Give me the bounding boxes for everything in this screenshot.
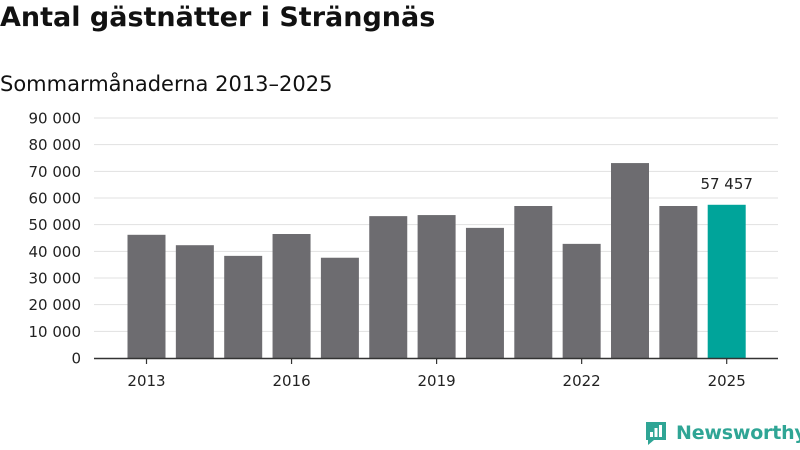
bar-2024	[659, 206, 698, 358]
bar-2025	[707, 204, 746, 358]
bar-2016	[272, 234, 311, 358]
y-tick-label: 80 000	[29, 136, 82, 154]
bar-2014	[175, 245, 214, 358]
y-tick-label: 60 000	[29, 190, 82, 208]
bar-2015	[224, 255, 263, 358]
y-tick-label: 20 000	[29, 296, 82, 314]
bar-2023	[611, 163, 649, 358]
chart-subtitle: Sommarmånaderna 2013–2025	[0, 72, 333, 96]
x-tick-label: 2016	[272, 372, 310, 390]
data-label: 57 457	[700, 175, 753, 193]
newsworthy-logo-icon	[646, 422, 666, 445]
y-tick-label: 10 000	[29, 323, 82, 341]
bar-2020	[465, 227, 504, 358]
x-tick-label: 2019	[418, 372, 456, 390]
y-tick-label: 0	[71, 350, 81, 368]
chart-title: Antal gästnätter i Strängnäs	[0, 2, 436, 33]
bar-2018	[369, 216, 408, 358]
newsworthy-logo: Newsworthy	[644, 420, 800, 446]
x-tick-label: 2022	[563, 372, 601, 390]
x-tick-label: 2013	[127, 372, 165, 390]
bar-2017	[320, 257, 359, 358]
bar-2013	[127, 234, 166, 358]
y-tick-label: 50 000	[29, 216, 82, 234]
bar-2019	[417, 215, 456, 358]
bar-2022	[562, 243, 601, 358]
bar-2021	[514, 206, 553, 358]
y-tick-label: 40 000	[29, 243, 82, 261]
brand-name: Newsworthy	[676, 422, 800, 444]
y-tick-label: 30 000	[29, 270, 82, 288]
y-tick-label: 70 000	[29, 163, 82, 181]
y-tick-label: 90 000	[29, 110, 82, 128]
x-tick-label: 2025	[708, 372, 746, 390]
